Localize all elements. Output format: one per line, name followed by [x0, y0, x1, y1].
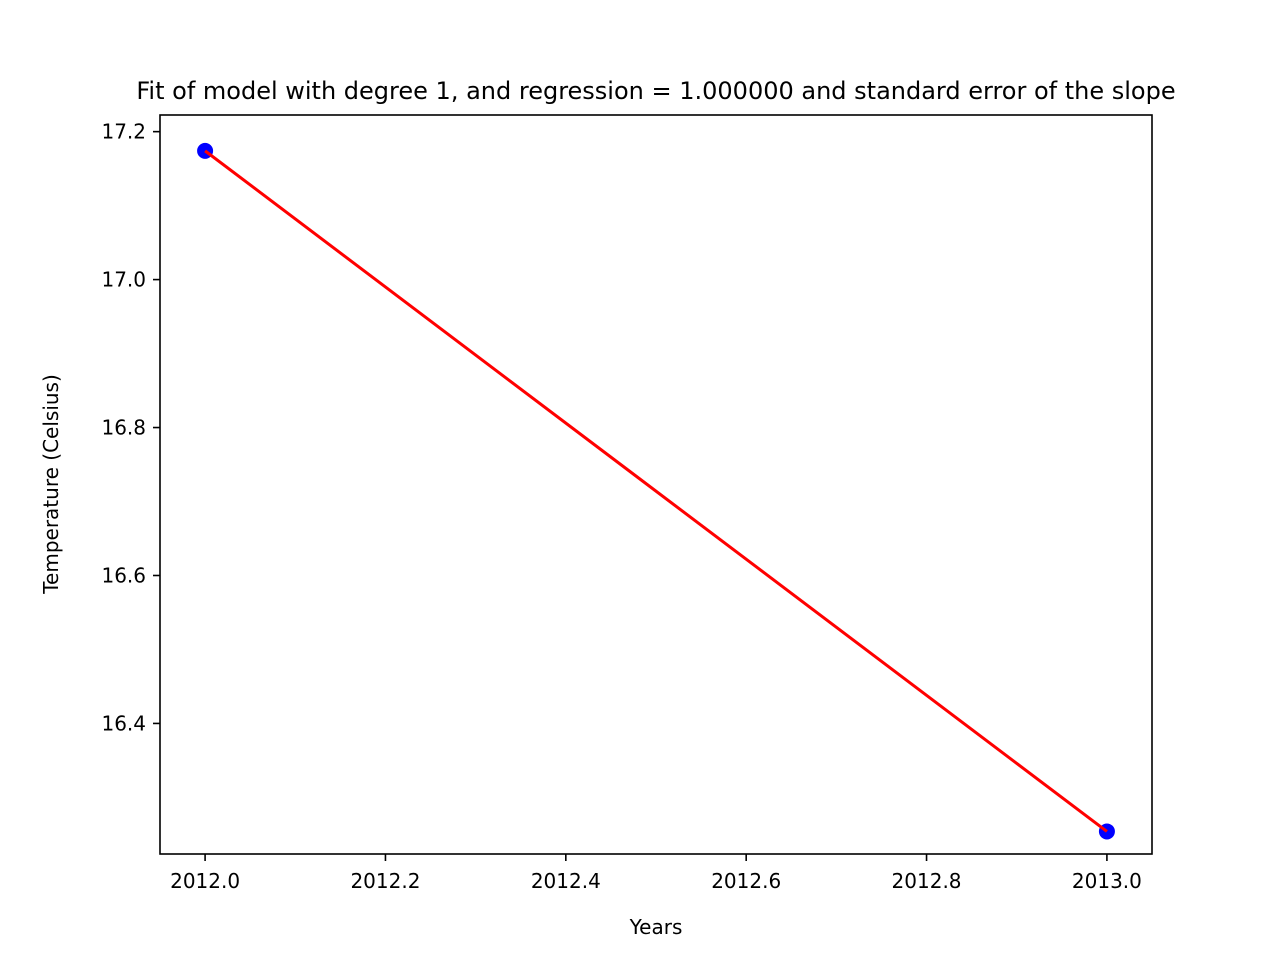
y-tick-label: 16.8 [101, 416, 146, 440]
y-axis-label: Temperature (Celsius) [39, 374, 63, 595]
y-tick-label: 17.2 [101, 120, 146, 144]
y-tick-label: 17.0 [101, 268, 146, 292]
y-tick-label: 16.6 [101, 563, 146, 587]
plot-area [197, 142, 1115, 840]
chart-title: Fit of model with degree 1, and regressi… [136, 77, 1175, 105]
x-tick-label: 2013.0 [1072, 869, 1142, 893]
x-axis-label: Years [629, 915, 683, 939]
y-tick-label: 16.4 [101, 711, 146, 735]
x-tick-label: 2012.0 [170, 869, 240, 893]
x-tick-label: 2012.2 [350, 869, 420, 893]
axis-ticks: 2012.0 2012.2 2012.4 2012.6 2012.8 2013.0 16.4… [101, 120, 1141, 893]
fit-line [204, 149, 1108, 833]
x-tick-label: 2012.8 [892, 869, 962, 893]
x-tick-label: 2012.4 [531, 869, 601, 893]
x-tick-label: 2012.6 [711, 869, 781, 893]
plot-frame [159, 114, 1153, 855]
